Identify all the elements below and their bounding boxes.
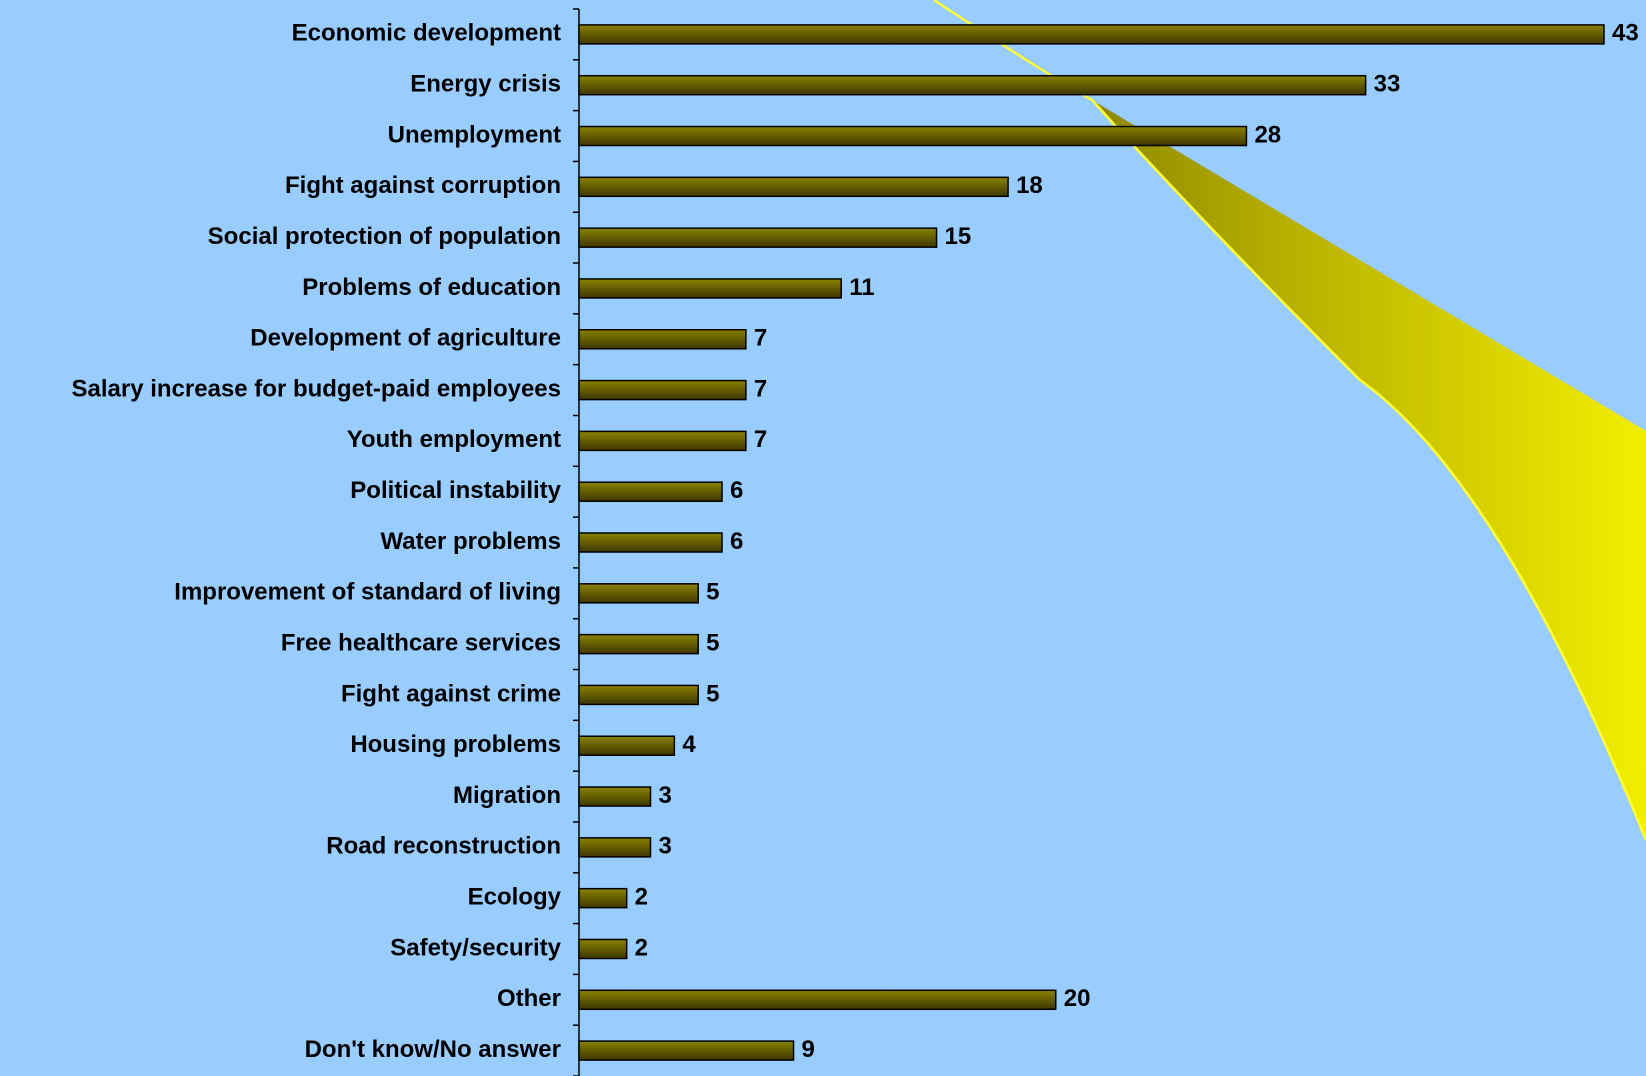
value-label: 5	[706, 629, 719, 656]
y-tick-label: Development of agriculture	[250, 325, 561, 352]
value-label: 2	[635, 884, 648, 911]
bar	[578, 24, 1605, 45]
value-label: 6	[730, 528, 743, 555]
y-tick-label: Youth employment	[347, 426, 561, 453]
y-tick-label: Free healthcare services	[281, 629, 561, 656]
bar	[578, 583, 699, 604]
bar	[578, 786, 652, 807]
y-tick-label: Energy crisis	[410, 71, 561, 98]
bar	[578, 684, 699, 706]
value-label: 33	[1374, 71, 1401, 98]
y-tick-label: Salary increase for budget-paid employee…	[71, 375, 561, 402]
y-tick-label: Migration	[453, 782, 561, 809]
bar	[578, 837, 652, 858]
value-label: 5	[706, 680, 719, 707]
bar	[578, 938, 628, 960]
value-label: 4	[682, 731, 696, 758]
y-tick-label: Economic development	[292, 20, 561, 47]
value-label: 18	[1016, 172, 1043, 199]
y-tick-label: Ecology	[468, 884, 562, 911]
y-tick-label: Water problems	[381, 528, 561, 555]
bar	[578, 1040, 795, 1061]
value-label: 28	[1254, 121, 1281, 148]
y-tick-label: Social protection of population	[208, 223, 561, 250]
y-tick-label: Unemployment	[388, 121, 561, 148]
y-tick-label: Don't know/No answer	[305, 1036, 561, 1063]
bar	[578, 329, 747, 350]
y-tick-label: Fight against corruption	[285, 172, 561, 199]
swoosh	[934, 0, 1646, 840]
value-label: 5	[706, 579, 719, 606]
value-label: 20	[1064, 985, 1091, 1012]
bar	[578, 481, 723, 502]
value-label: 6	[730, 477, 743, 504]
bar	[578, 989, 1057, 1011]
value-label: 3	[659, 833, 672, 860]
bar	[578, 379, 747, 401]
bar	[578, 74, 1367, 96]
bar	[578, 176, 1009, 198]
bar	[578, 125, 1248, 147]
value-label: 15	[945, 223, 972, 250]
bar	[578, 735, 676, 756]
bar	[578, 278, 842, 299]
y-tick-label: Other	[497, 985, 561, 1012]
value-label: 43	[1612, 20, 1639, 47]
value-label: 11	[849, 274, 874, 301]
value-label: 2	[635, 934, 648, 961]
bar	[578, 532, 723, 553]
y-tick-label: Fight against crime	[341, 680, 561, 707]
y-tick-label: Road reconstruction	[326, 833, 561, 860]
value-label: 7	[754, 426, 767, 453]
bar	[578, 430, 747, 452]
bar	[578, 887, 628, 909]
y-tick-label: Safety/security	[390, 934, 561, 961]
value-label: 7	[754, 325, 767, 352]
y-tick-label: Improvement of standard of living	[174, 579, 561, 606]
bar	[578, 633, 699, 655]
y-tick-label: Political instability	[350, 477, 561, 504]
value-label: 9	[802, 1036, 815, 1063]
y-tick-label: Problems of education	[302, 274, 561, 301]
value-label: 3	[659, 782, 672, 809]
y-tick-label: Housing problems	[350, 731, 561, 758]
bar	[578, 227, 938, 248]
value-label: 7	[754, 375, 767, 402]
